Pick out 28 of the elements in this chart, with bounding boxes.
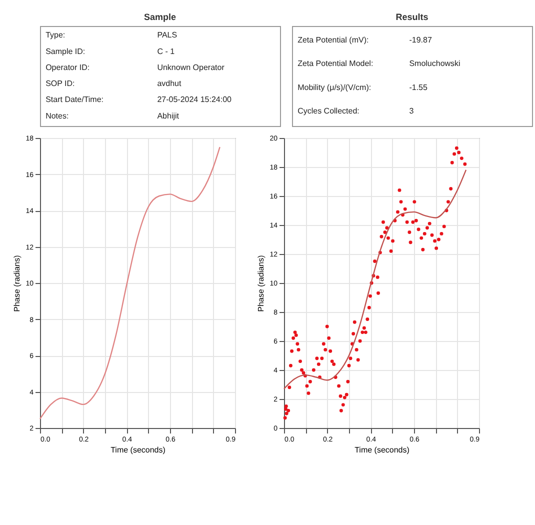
line-series — [283, 169, 467, 390]
text: -1.55 — [409, 82, 428, 92]
text: Unknown Operator — [157, 62, 225, 72]
text: Sample ID: — [46, 46, 86, 56]
y-axis-title: Phase (radians) — [12, 254, 22, 312]
text: avdhut — [157, 79, 182, 88]
text: SOP ID: — [46, 79, 75, 88]
text: Type: — [46, 30, 66, 40]
text: PALS — [157, 30, 178, 40]
x-axis-title: Time (seconds) — [110, 446, 166, 454]
text: 3 — [409, 106, 414, 116]
text: Abhijit — [157, 111, 180, 120]
text: Notes: — [46, 111, 69, 120]
text: Zeta Potential (mV): — [298, 35, 369, 44]
x-axis-title: Time (seconds) — [354, 446, 410, 454]
text: -19.87 — [409, 35, 432, 44]
y-axis-title: Phase (radians) — [256, 254, 266, 312]
text: 27-05-2024 15:24:00 — [157, 95, 232, 104]
text: Mobility (μ/s)/(V/cm): — [298, 82, 372, 92]
text: Results — [396, 12, 428, 22]
text: Zeta Potential Model: — [298, 59, 374, 68]
text: Smoluchowski — [409, 59, 461, 68]
text: Sample — [144, 12, 176, 22]
text: Operator ID: — [46, 62, 90, 72]
text: C - 1 — [157, 46, 176, 56]
text: Cycles Collected: — [298, 106, 360, 116]
line-series — [39, 146, 220, 420]
text: Start Date/Time: — [46, 95, 104, 104]
